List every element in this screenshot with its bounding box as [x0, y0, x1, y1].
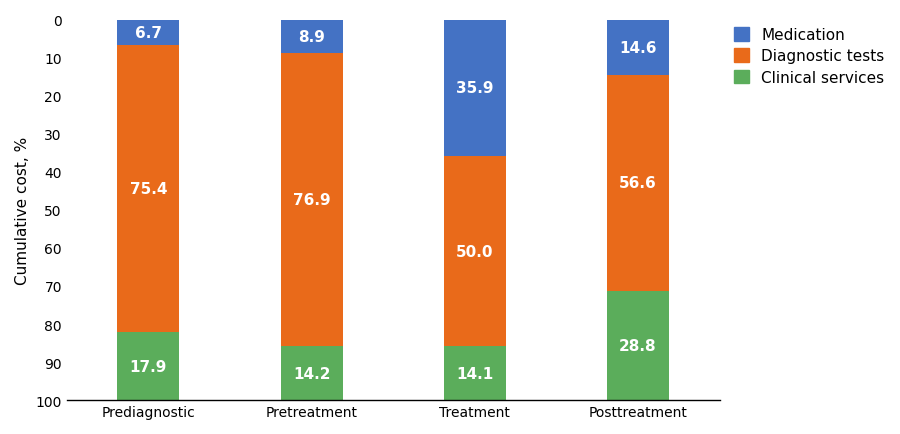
- Bar: [607, 20, 669, 76]
- Y-axis label: Cumulative cost, %: Cumulative cost, %: [15, 136, 30, 284]
- Text: 17.9: 17.9: [130, 359, 167, 374]
- Bar: [281, 346, 343, 400]
- Text: 6.7: 6.7: [135, 26, 162, 41]
- Text: 14.2: 14.2: [292, 366, 330, 381]
- Bar: [281, 20, 343, 54]
- Bar: [117, 20, 179, 46]
- Text: 75.4: 75.4: [130, 181, 167, 197]
- Text: 76.9: 76.9: [292, 193, 330, 208]
- Bar: [117, 332, 179, 400]
- Text: 14.1: 14.1: [456, 366, 493, 381]
- Bar: [444, 157, 506, 347]
- Bar: [607, 76, 669, 291]
- Bar: [444, 347, 506, 400]
- Bar: [281, 54, 343, 346]
- Bar: [444, 20, 506, 157]
- Text: 8.9: 8.9: [298, 30, 325, 45]
- Bar: [607, 291, 669, 400]
- Text: 28.8: 28.8: [619, 338, 657, 353]
- Text: 14.6: 14.6: [619, 41, 657, 56]
- Text: 50.0: 50.0: [456, 244, 493, 259]
- Bar: [117, 46, 179, 332]
- Text: 56.6: 56.6: [619, 176, 657, 191]
- Legend: Medication, Diagnostic tests, Clinical services: Medication, Diagnostic tests, Clinical s…: [734, 28, 885, 85]
- Text: 35.9: 35.9: [456, 81, 493, 96]
